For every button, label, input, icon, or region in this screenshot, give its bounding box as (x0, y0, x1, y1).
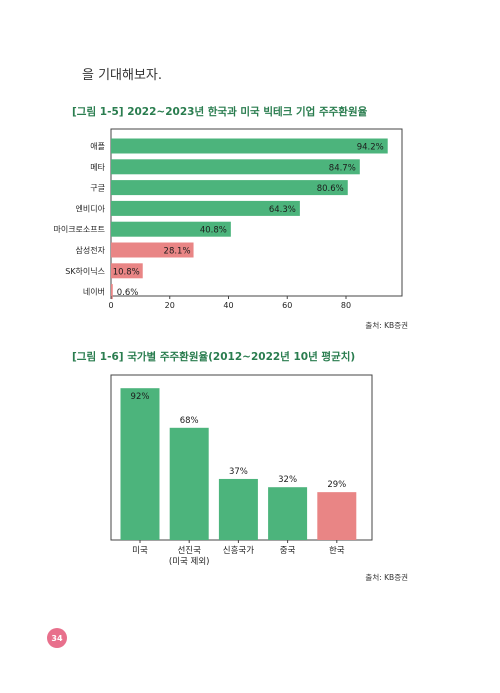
bar (111, 263, 143, 279)
figure-1-6-title: [그림 1-6] 국가별 주주환원율(2012~2022년 10년 평균치) (72, 351, 356, 363)
category-label: 엔비디아 (76, 203, 106, 213)
x-tick-label: 40 (223, 301, 233, 310)
bar (111, 159, 360, 175)
bar (169, 427, 209, 540)
category-label: 신흥국가 (223, 545, 254, 556)
figure-1-5-source: 출처: KB증권 (365, 321, 408, 330)
category-label: SK하이닉스 (65, 266, 105, 276)
data-label: 68% (180, 416, 199, 426)
x-tick-label: 20 (165, 301, 175, 310)
category-label: 네이버 (83, 287, 105, 297)
bar (111, 180, 348, 196)
data-label: 64.3% (269, 205, 296, 215)
category-label: 미국 (132, 546, 148, 556)
data-label: 32% (278, 475, 297, 485)
page-number-badge: 34 (47, 628, 67, 648)
category-label: 메타 (90, 163, 105, 172)
bar (268, 487, 308, 540)
bar (111, 284, 113, 300)
category-label: 선진국 (177, 545, 201, 556)
data-label: 10.8% (113, 267, 140, 277)
data-label: 92% (131, 392, 150, 402)
bar (111, 242, 194, 258)
x-tick-label: 0 (108, 301, 113, 310)
data-label: 0.6% (117, 288, 139, 298)
bar (111, 200, 300, 216)
bar (120, 388, 160, 540)
x-tick-label: 80 (341, 301, 351, 310)
bar (218, 478, 258, 540)
category-label: 구글 (90, 184, 105, 193)
category-label: 삼성전자 (76, 245, 106, 255)
data-label: 37% (229, 467, 248, 477)
data-label: 40.8% (200, 226, 227, 236)
intro-text: 을 기대해보자. (82, 68, 163, 83)
bar (317, 492, 357, 540)
bar (111, 221, 231, 237)
bar (111, 138, 388, 154)
x-tick-label: 60 (282, 301, 292, 310)
data-label: 80.6% (317, 184, 344, 194)
category-label: 애플 (90, 142, 105, 151)
category-sublabel: (미국 제외) (169, 556, 210, 567)
category-label: 중국 (280, 546, 296, 556)
figure-1-6-source: 출처: KB증권 (365, 573, 408, 582)
category-label: 마이크로소프트 (53, 224, 105, 234)
data-label: 94.2% (357, 143, 384, 153)
data-label: 28.1% (164, 247, 191, 257)
data-label: 84.7% (329, 163, 356, 173)
data-label: 29% (327, 480, 346, 490)
figure-1-5-title: [그림 1-5] 2022~2023년 한국과 미국 빅테크 기업 주주환원율 (72, 106, 368, 118)
category-label: 한국 (329, 546, 345, 556)
